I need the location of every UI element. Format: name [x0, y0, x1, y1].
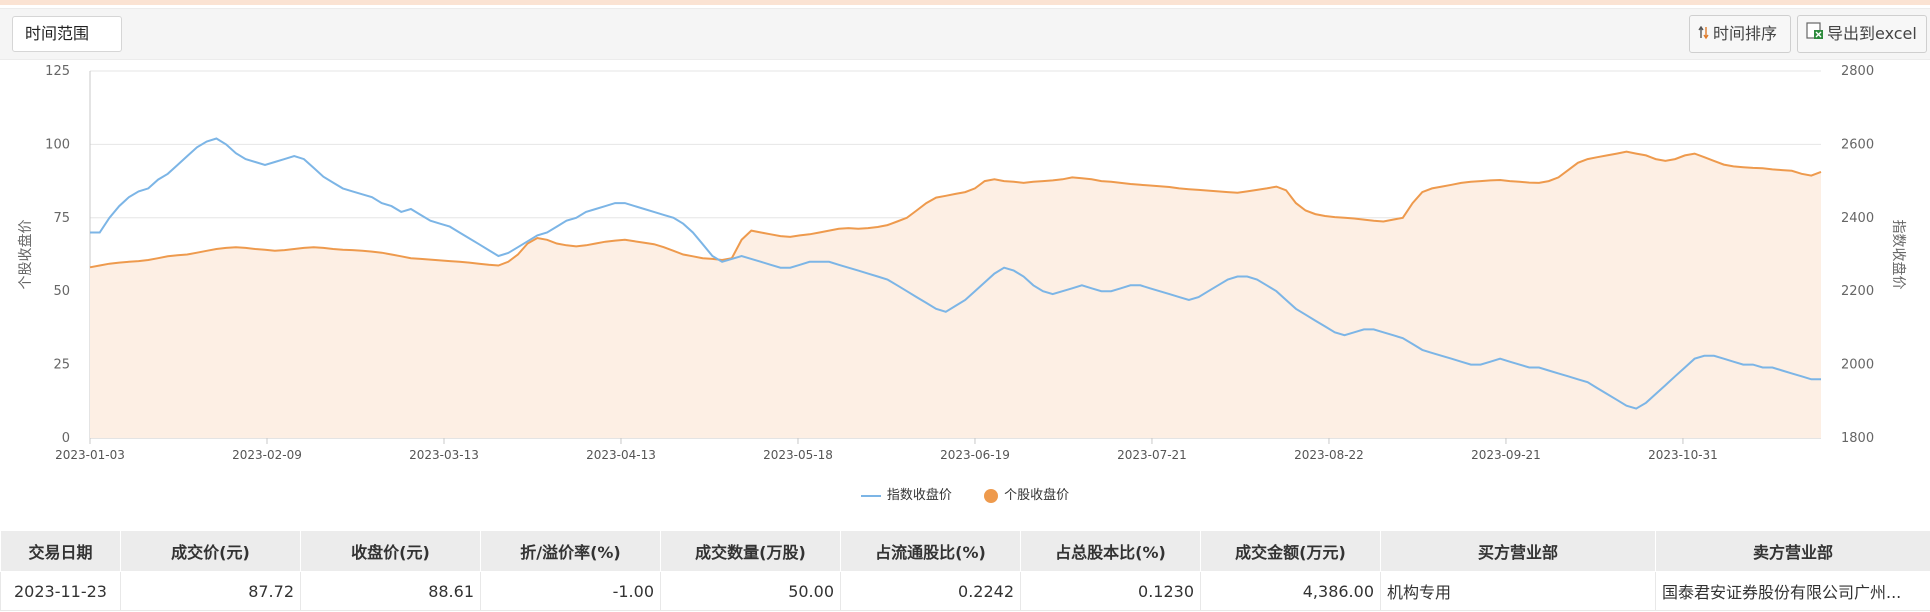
chart-legend: 指数收盘价 个股收盘价 [0, 484, 1930, 504]
sort-arrows-icon [1698, 17, 1710, 53]
cell-premium-rate: -1.00 [480, 571, 661, 611]
cell-volume: 50.00 [660, 571, 841, 611]
cell-trade-price: 87.72 [120, 571, 301, 611]
top-accent-line [0, 0, 1930, 5]
right-axis-tick-label: 2800 [1841, 64, 1874, 79]
cell-close-price: 88.61 [300, 571, 481, 611]
x-axis-tick-label: 2023-09-21 [1471, 448, 1541, 462]
x-axis-tick-label: 2023-08-22 [1294, 448, 1364, 462]
price-chart: 0 25 50 75 100 125 1800 2000 2200 2400 2600 2800 202… [0, 58, 1930, 518]
col-header[interactable]: 折/溢价率(%) [480, 530, 661, 572]
export-excel-label: 导出到excel [1827, 24, 1917, 43]
export-excel-button[interactable]: 导出到excel [1797, 15, 1927, 53]
time-sort-label: 时间排序 [1713, 24, 1778, 43]
x-axis-tick-label: 2023-10-31 [1648, 448, 1718, 462]
stock-price-area [90, 151, 1821, 438]
cell-total-ratio: 0.1230 [1020, 571, 1201, 611]
stock-price-line [89, 150, 1822, 269]
cell-amount: 4,386.00 [1200, 571, 1381, 611]
x-axis-tick-label: 2023-04-13 [586, 448, 656, 462]
col-header[interactable]: 收盘价(元) [300, 530, 481, 572]
index-price-line [90, 137, 1821, 410]
time-range-button[interactable]: 时间范围 [12, 16, 122, 52]
legend-label-stock: 个股收盘价 [1004, 488, 1070, 503]
legend-item-index[interactable]: 指数收盘价 [860, 484, 952, 503]
col-header[interactable]: 占总股本比(%) [1020, 530, 1201, 572]
left-axis-tick-label: 100 [45, 137, 70, 152]
left-axis-tick-label: 0 [62, 431, 70, 446]
col-header[interactable]: 买方营业部 [1380, 530, 1656, 572]
col-header[interactable]: 卖方营业部 [1655, 530, 1930, 572]
x-axis-tick-label: 2023-06-19 [940, 448, 1010, 462]
x-axis-tick-label: 2023-05-18 [763, 448, 833, 462]
cell-seller: 国泰君安证券股份有限公司广州... [1655, 571, 1930, 611]
col-header[interactable]: 交易日期 [0, 530, 121, 572]
right-axis-tick-label: 2600 [1841, 137, 1874, 152]
right-axis-title: 指数收盘价 [1890, 220, 1907, 290]
col-header[interactable]: 占流通股比(%) [840, 530, 1021, 572]
x-axis-tick-label: 2023-02-09 [232, 448, 302, 462]
x-axis-tick-label: 2023-07-21 [1117, 448, 1187, 462]
toolbar: 时间范围 时间排序 导出到excel [0, 8, 1930, 60]
col-header[interactable]: 成交数量(万股) [660, 530, 841, 572]
excel-icon [1806, 17, 1824, 53]
table-header-row: 交易日期 成交价(元) 收盘价(元) 折/溢价率(%) 成交数量(万股) 占流通… [0, 530, 1930, 572]
left-axis-tick-label: 75 [53, 211, 70, 226]
left-axis-title: 个股收盘价 [17, 220, 34, 290]
block-trade-table: 交易日期 成交价(元) 收盘价(元) 折/溢价率(%) 成交数量(万股) 占流通… [0, 530, 1930, 611]
col-header[interactable]: 成交金额(万元) [1200, 530, 1381, 572]
x-axis-tick-label: 2023-01-03 [55, 448, 125, 462]
cell-buyer: 机构专用 [1380, 571, 1656, 611]
legend-dot-icon [984, 488, 999, 503]
col-header[interactable]: 成交价(元) [120, 530, 301, 572]
time-sort-button[interactable]: 时间排序 [1689, 15, 1791, 53]
legend-item-stock[interactable]: 个股收盘价 [984, 484, 1069, 503]
right-axis-tick-label: 2400 [1841, 211, 1874, 226]
right-axis-tick-label: 2200 [1841, 284, 1874, 299]
right-axis-tick-label: 2000 [1841, 358, 1874, 373]
left-axis-tick-label: 125 [45, 64, 70, 79]
x-axis-tick-label: 2023-03-13 [409, 448, 479, 462]
cell-trade-date: 2023-11-23 [0, 571, 121, 611]
chart-svg: 0 25 50 75 100 125 1800 2000 2200 2400 2600 2800 202… [17, 64, 1907, 462]
legend-line-icon [860, 494, 881, 497]
right-axis-tick-label: 1800 [1841, 431, 1874, 446]
table-row[interactable]: 2023-11-23 87.72 88.61 -1.00 50.00 0.224… [0, 571, 1930, 611]
left-axis-tick-label: 50 [53, 284, 70, 299]
cell-float-ratio: 0.2242 [840, 571, 1021, 611]
legend-label-index: 指数收盘价 [886, 488, 952, 503]
left-axis-tick-label: 25 [53, 358, 70, 373]
